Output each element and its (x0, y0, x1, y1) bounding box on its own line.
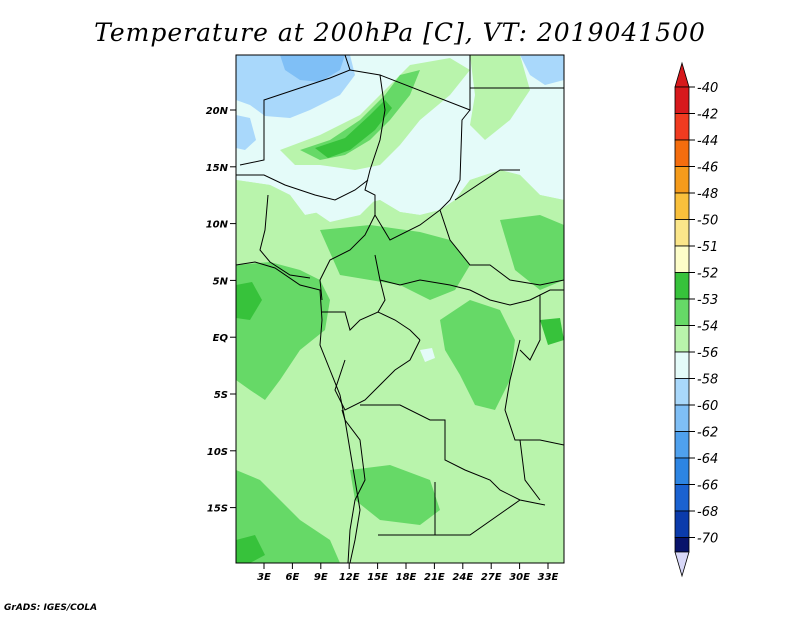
warm-patch-east (440, 300, 515, 410)
warm-band-east (470, 55, 530, 140)
colorbar-swatch (674, 351, 690, 379)
colorbar-label: -44 (697, 134, 718, 149)
colorbar-swatch (674, 219, 690, 247)
colorbar-swatch (674, 86, 690, 114)
colorbar-swatch (674, 166, 690, 194)
colorbar: -40 -42 -44 -46 -48 -50 -51 -52 -53 -54 -56 -58 -60 -… (674, 61, 718, 578)
lon-tick-label: 21E (424, 572, 445, 583)
colorbar-label: -62 (697, 426, 718, 441)
lon-tick-label: 33E (538, 572, 559, 583)
colorbar-swatch (674, 484, 690, 512)
credit-label: GrADS: IGES/COLA (4, 603, 98, 613)
warm-spot-2 (236, 535, 265, 563)
latitude-axis: 20N 15N 10N 5N EQ 5S 10S 15S (206, 106, 236, 515)
colorbar-label: -40 (697, 81, 718, 96)
colorbar-top-arrow (674, 61, 690, 88)
colorbar-swatch (674, 457, 690, 485)
colorbar-swatch (674, 272, 690, 300)
colorbar-swatch (674, 113, 690, 141)
cold-patch-right (520, 55, 564, 85)
lat-tick-label: 5S (214, 390, 228, 401)
country-borders (236, 55, 564, 563)
lat-tick-label: 20N (206, 106, 229, 117)
lat-tick-label: 10S (207, 447, 228, 458)
warm-band-strong (315, 100, 392, 158)
lon-tick-label: 6E (286, 572, 300, 583)
lon-tick-label: 15E (367, 572, 388, 583)
map-title: Temperature at 200hPa [C], VT: 201904150… (94, 18, 706, 47)
colorbar-label: -48 (697, 187, 718, 202)
lon-tick-label: 12E (339, 572, 360, 583)
colorbar-label: -58 (697, 373, 718, 388)
colorbar-label: -54 (697, 320, 718, 335)
coastline (236, 261, 361, 563)
lon-tick-label: 3E (257, 572, 271, 583)
longitude-axis: 3E 6E 9E 12E 15E 18E 21E 24E 27E 30E 33E (257, 563, 559, 583)
colorbar-label: -52 (697, 267, 718, 282)
colorbar-swatch (674, 537, 690, 553)
colorbar-label: -46 (697, 161, 718, 176)
warm-patch-southwest (236, 470, 340, 563)
colorbar-label: -64 (697, 452, 718, 467)
colorbar-label: -51 (697, 240, 718, 255)
colorbar-label: -56 (697, 346, 718, 361)
colorbar-swatch (674, 139, 690, 167)
lon-tick-label: 18E (396, 572, 417, 583)
warm-band-core (300, 70, 420, 160)
colorbar-label: -66 (697, 479, 718, 494)
map-plot-frame (235, 54, 565, 564)
warm-spot-1 (236, 282, 262, 320)
colorbar-swatch (674, 325, 690, 353)
lon-tick-label: 24E (452, 572, 473, 583)
warm-patch-south (350, 465, 440, 525)
colorbar-label: -68 (697, 505, 718, 520)
lat-tick-label: EQ (213, 333, 229, 344)
colorbar-swatch (674, 510, 690, 538)
cold-patch-left (236, 115, 256, 150)
colorbar-swatch (674, 192, 690, 220)
colorbar-swatch (674, 378, 690, 406)
map-plot-area (236, 55, 564, 563)
colorbar-swatch (674, 431, 690, 459)
cold-patch-lake (420, 348, 435, 362)
cold-patch-center (305, 195, 375, 222)
colorbar-swatch (674, 298, 690, 326)
colorbar-label: -60 (697, 399, 718, 414)
colorbar-label: -53 (697, 293, 718, 308)
lat-tick-label: 5N (213, 276, 229, 287)
lon-tick-label: 30E (509, 572, 530, 583)
lat-tick-label: 15N (206, 163, 229, 174)
colorbar-label: -50 (697, 214, 718, 229)
warm-patch-northeast (500, 215, 564, 290)
warm-patch-center (320, 225, 470, 300)
lat-tick-label: 15S (207, 504, 228, 515)
lon-tick-label: 27E (481, 572, 502, 583)
colorbar-bottom-arrow (674, 551, 690, 578)
lat-tick-label: 10N (206, 220, 229, 231)
cold-patch-darker (280, 55, 345, 82)
colorbar-label: -42 (697, 108, 718, 123)
colorbar-swatch (674, 245, 690, 273)
colorbar-label: -70 (697, 532, 718, 547)
warm-spot-3 (540, 318, 564, 345)
lon-tick-label: 9E (314, 572, 328, 583)
colorbar-swatch (674, 404, 690, 432)
